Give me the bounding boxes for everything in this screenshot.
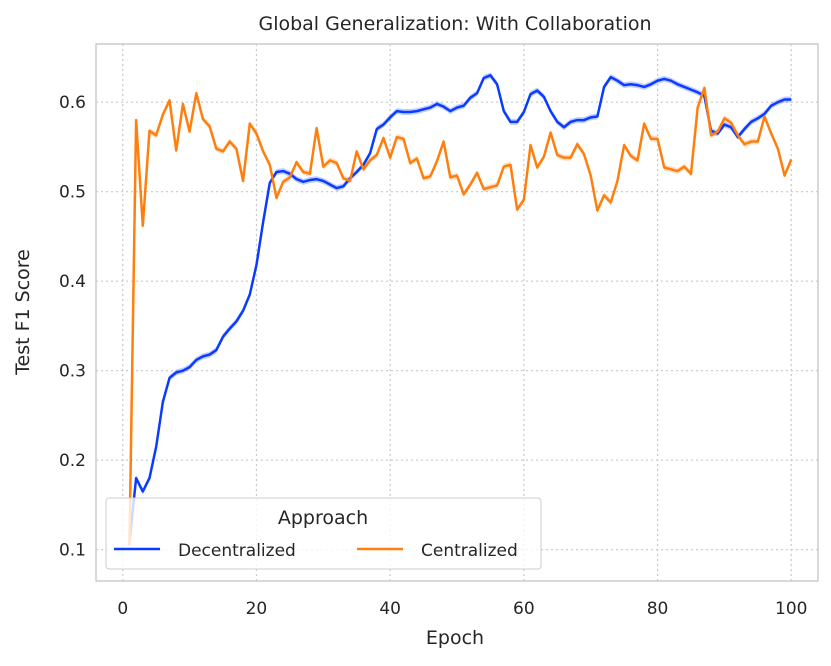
series-line-centralized [128,86,793,546]
legend-title: Approach [278,507,368,529]
series-line-decentralized [128,74,792,543]
x-tick-label: 20 [246,599,268,619]
plot-frame [95,43,819,582]
x-tick-label: 60 [513,599,535,619]
chart-title: Global Generalization: With Collaboratio… [258,13,651,35]
y-axis-label: Test F1 Score [12,249,34,376]
y-tick-label: 0.6 [59,93,86,113]
x-tick-label: 100 [775,599,807,619]
x-tick-label: 80 [647,599,669,619]
y-tick-label: 0.2 [59,451,86,471]
x-tick-label: 40 [379,599,401,619]
legend-box [105,497,542,570]
y-tick-label: 0.5 [59,183,86,203]
x-tick-label: 0 [117,599,128,619]
y-axis-ticks: 0.1 0.2 0.3 0.4 0.5 0.6 [59,93,86,561]
y-tick-label: 0.1 [59,541,86,561]
series-lines [128,74,793,546]
x-axis-label: Epoch [426,627,484,649]
legend: Approach Decentralized Centralized [105,497,542,570]
y-tick-label: 0.4 [59,272,86,292]
y-tick-label: 0.3 [59,362,86,382]
x-axis-ticks: 0 20 40 60 80 100 [117,599,807,619]
legend-label-centralized: Centralized [421,541,518,561]
legend-label-decentralized: Decentralized [178,541,296,561]
